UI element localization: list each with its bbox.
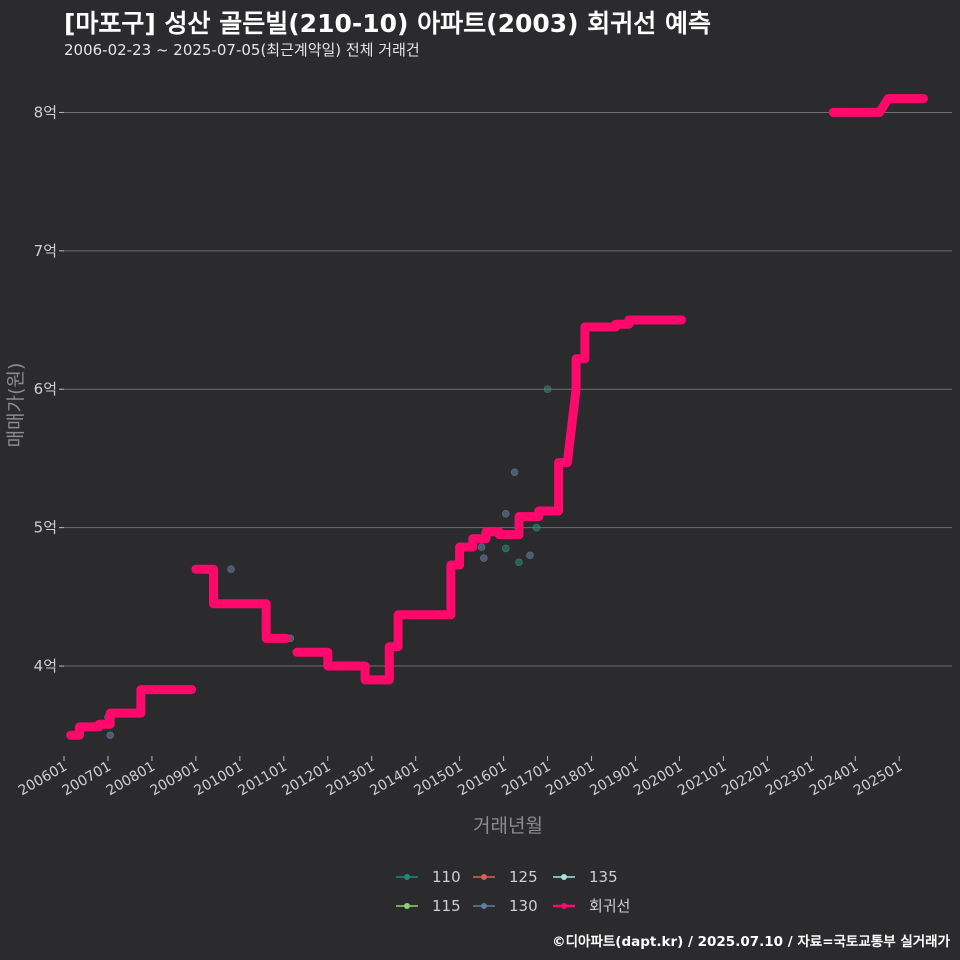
legend-item-125: 125 <box>473 868 538 886</box>
legend-swatch-dot-130 <box>481 903 487 909</box>
x-tick-label-9: 201501 <box>411 759 465 800</box>
legend-item-115: 115 <box>396 897 461 915</box>
x-tick-label-17: 202301 <box>763 759 817 800</box>
legend-label-125: 125 <box>509 868 538 886</box>
point-110-9 <box>515 558 523 567</box>
point-130-2 <box>227 565 235 573</box>
legend-label-110: 110 <box>432 868 461 886</box>
x-tick-label-11: 201701 <box>499 759 553 800</box>
x-tick-label-1: 200701 <box>60 759 114 800</box>
legend-item-135: 135 <box>553 868 618 886</box>
legend-label-135: 135 <box>589 868 618 886</box>
x-tick-label-13: 201901 <box>587 759 641 800</box>
x-tick-label-0: 200601 <box>16 759 70 800</box>
point-130-6 <box>502 509 510 518</box>
x-axis-ticks: 2006012007012008012009012010012011012012… <box>16 756 905 800</box>
x-tick-label-4: 201001 <box>192 759 246 800</box>
regression-segment-0 <box>66 685 196 740</box>
point-110-12 <box>543 385 552 394</box>
x-tick-label-6: 201201 <box>279 759 333 800</box>
y-tick-label-2: 6억 <box>34 380 57 398</box>
legend-swatch-dot-125 <box>481 874 487 880</box>
point-130-4 <box>477 543 486 551</box>
legend-swatch-dot-reg <box>561 903 567 909</box>
legend-label-130: 130 <box>509 897 538 915</box>
regression-line <box>66 94 928 740</box>
x-tick-label-15: 202101 <box>675 759 729 800</box>
x-tick-label-19: 202501 <box>851 759 905 800</box>
x-tick-label-12: 201801 <box>543 759 597 800</box>
y-tick-label-0: 4억 <box>34 657 57 675</box>
legend-swatch-dot-110 <box>404 874 410 880</box>
legend: 110 125 135 115 130 회귀선 <box>396 868 630 915</box>
footer-credit: ©디아파트(dapt.kr) / 2025.07.10 / 자료=국토교통부 실… <box>552 934 950 950</box>
x-tick-label-8: 201401 <box>367 759 421 800</box>
legend-label-115: 115 <box>432 897 461 915</box>
y-axis-title: 매매가(원) <box>5 363 27 448</box>
x-tick-label-2: 200801 <box>104 759 158 800</box>
chart-subtitle: 2006-02-23 ~ 2025-07-05(최근계약일) 전체 거래건 <box>64 41 420 59</box>
x-axis-title: 거래년월 <box>473 815 543 837</box>
legend-label-reg: 회귀선 <box>589 897 630 915</box>
x-tick-label-10: 201601 <box>455 759 509 800</box>
legend-item-130: 130 <box>473 897 538 915</box>
legend-swatch-dot-115 <box>404 903 410 909</box>
y-tick-label-4: 8억 <box>34 103 57 121</box>
regression-segment-3 <box>828 94 928 117</box>
x-tick-label-16: 202201 <box>719 759 773 800</box>
x-tick-label-3: 200901 <box>148 759 202 800</box>
grid-lines <box>64 111 952 667</box>
legend-item-reg: 회귀선 <box>553 897 630 915</box>
y-tick-label-3: 7억 <box>34 242 57 260</box>
point-130-1 <box>106 731 114 740</box>
x-tick-label-5: 201101 <box>236 759 290 800</box>
y-tick-label-1: 5억 <box>34 519 57 537</box>
chart-title: [마포구] 성산 골든빌(210-10) 아파트(2003) 회귀선 예측 <box>64 9 712 38</box>
point-130-5 <box>480 554 488 562</box>
legend-item-110: 110 <box>396 868 461 886</box>
x-tick-label-18: 202401 <box>807 759 861 800</box>
point-130-10 <box>526 551 534 560</box>
point-130-8 <box>510 468 519 477</box>
regression-segment-2 <box>292 315 687 685</box>
legend-swatch-dot-135 <box>561 874 567 880</box>
point-110-11 <box>532 523 541 532</box>
x-tick-label-7: 201301 <box>323 759 377 800</box>
point-110-7 <box>502 544 510 553</box>
regression-segment-1 <box>191 564 291 643</box>
y-axis-ticks: 4억 5억 6억 7억 8억 <box>34 103 64 675</box>
x-tick-label-14: 202001 <box>631 759 685 800</box>
